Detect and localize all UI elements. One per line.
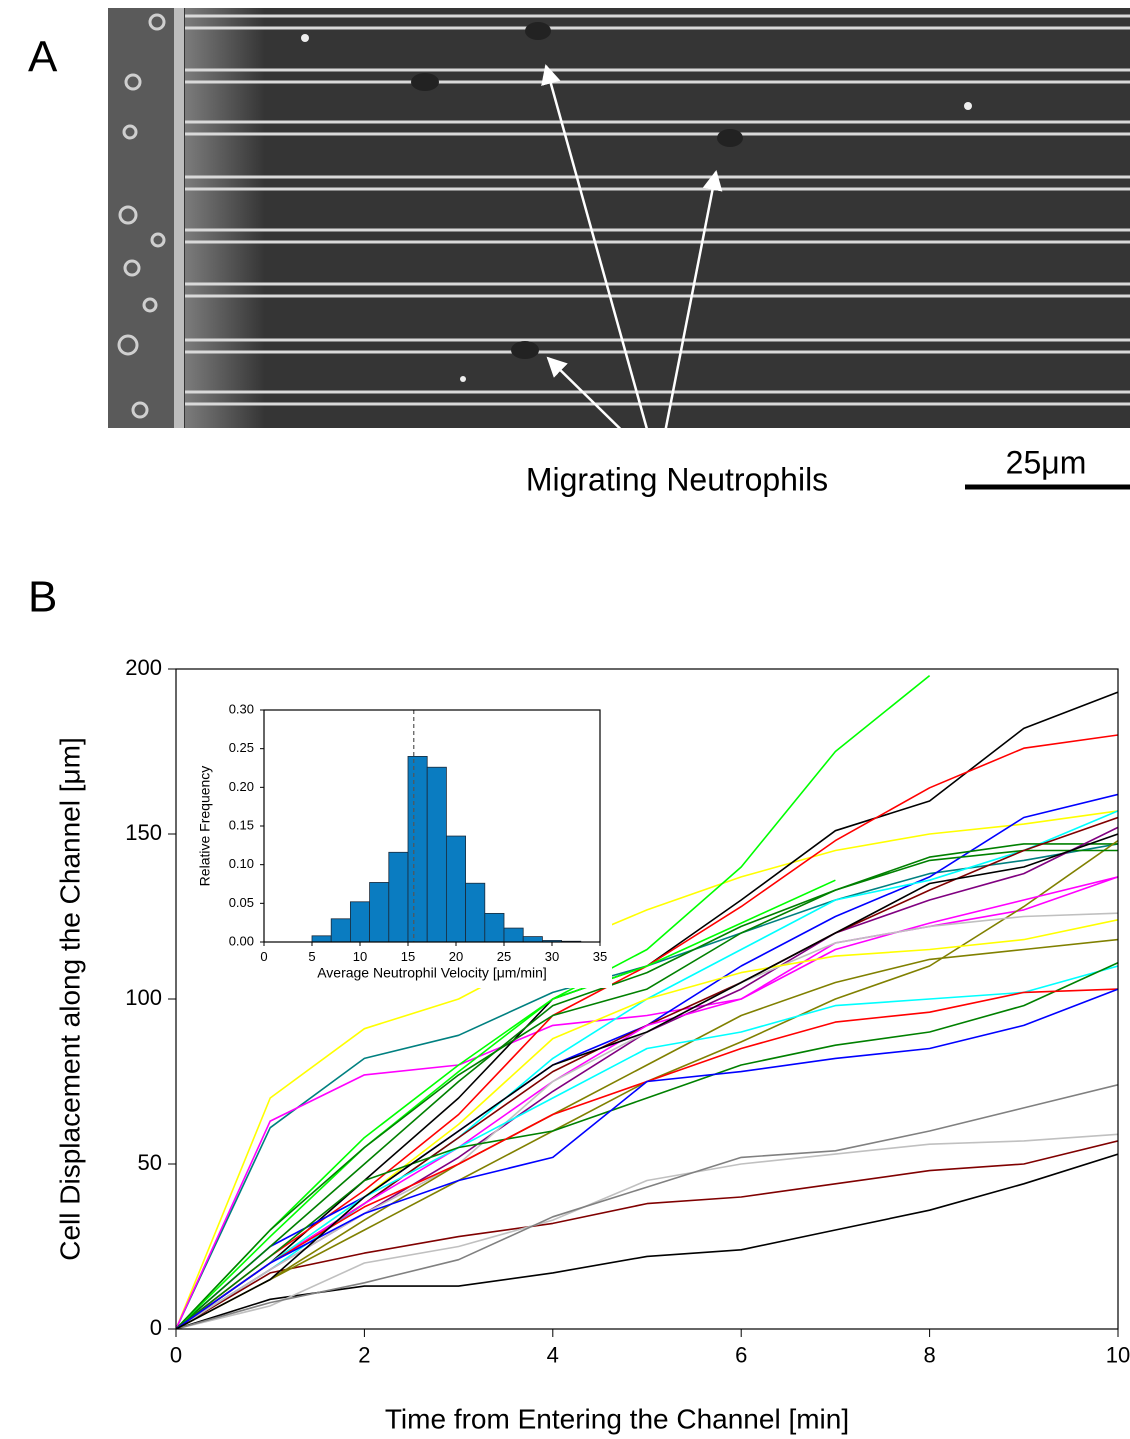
x-tick-label: 6 — [735, 1343, 747, 1368]
y-axis-title: Cell Displacement along the Channel [μm] — [54, 737, 85, 1261]
y-tick-label: 0.20 — [229, 779, 254, 794]
histogram-bar — [407, 756, 428, 943]
data-line — [176, 965, 1118, 1329]
histogram-bar — [369, 882, 390, 943]
data-line — [176, 1133, 1118, 1329]
y-tick-label: 0.10 — [229, 856, 254, 871]
data-line — [176, 1140, 1118, 1329]
y-tick-label: 0.05 — [229, 895, 254, 910]
y-tick-label: 0.15 — [229, 817, 254, 832]
panel-label: B — [28, 573, 57, 622]
x-tick-label: 5 — [308, 949, 315, 964]
y-axis-title: Relative Frequency — [197, 766, 213, 887]
data-line — [176, 961, 1118, 1329]
scale-bar-label: 25μm — [1006, 444, 1087, 480]
panel-label: A — [28, 33, 58, 82]
histogram-bar — [445, 835, 466, 943]
data-line — [176, 876, 1118, 1329]
histogram-bar — [388, 851, 409, 943]
y-tick-label: 0 — [150, 1315, 162, 1340]
data-line — [176, 843, 1118, 1329]
x-tick-label: 30 — [545, 949, 559, 964]
data-line — [176, 849, 1118, 1329]
y-tick-label: 0.30 — [229, 701, 254, 716]
data-line — [176, 810, 1118, 1329]
x-tick-label: 0 — [170, 1343, 182, 1368]
data-line — [176, 1084, 1118, 1329]
histogram-bar — [522, 936, 543, 943]
histogram-bar — [503, 927, 524, 943]
x-tick-label: 4 — [547, 1343, 559, 1368]
x-axis-title: Time from Entering the Channel [min] — [385, 1403, 849, 1434]
data-line — [176, 833, 1118, 1329]
x-tick-label: 0 — [260, 949, 267, 964]
x-axis-title: Average Neutrophil Velocity [μm/min] — [317, 965, 547, 981]
x-tick-label: 20 — [449, 949, 463, 964]
annotation: Migrating Neutrophils — [526, 461, 828, 497]
series-group — [176, 674, 1118, 1329]
x-tick-label: 2 — [358, 1343, 370, 1368]
x-tick-label: 35 — [593, 949, 607, 964]
data-line — [176, 988, 1118, 1329]
x-tick-label: 15 — [401, 949, 415, 964]
y-tick-label: 200 — [125, 655, 162, 680]
data-line — [176, 879, 836, 1329]
histogram-bar — [484, 912, 505, 943]
y-tick-label: 100 — [125, 985, 162, 1010]
x-tick-label: 10 — [353, 949, 367, 964]
data-line — [176, 876, 1118, 1329]
data-line — [176, 938, 1118, 1329]
data-line — [176, 1153, 1118, 1329]
histogram-bar — [465, 882, 486, 943]
y-tick-label: 0.00 — [229, 933, 254, 948]
histogram-bar — [311, 935, 332, 943]
data-line — [176, 988, 1118, 1329]
y-tick-label: 50 — [138, 1150, 162, 1175]
y-tick-label: 150 — [125, 820, 162, 845]
x-tick-label: 8 — [923, 1343, 935, 1368]
micrograph — [108, 8, 1130, 490]
histogram-bar — [349, 901, 370, 943]
y-tick-label: 0.25 — [229, 740, 254, 755]
histogram-bar — [426, 766, 447, 943]
x-tick-label: 25 — [497, 949, 511, 964]
histogram-bar — [330, 918, 351, 943]
x-tick-label: 10 — [1106, 1343, 1130, 1368]
